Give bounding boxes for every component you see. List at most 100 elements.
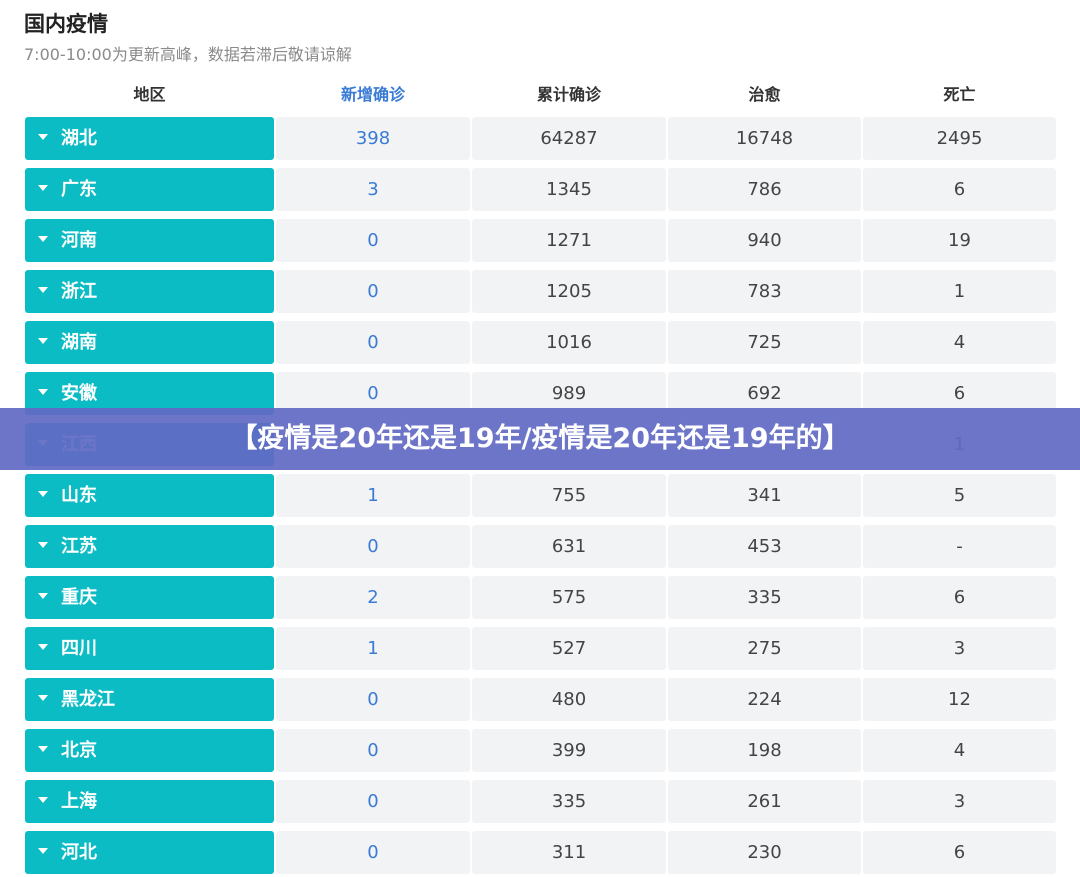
table-row: 河北 0 311 230 6 (25, 831, 1056, 874)
cell-dead: 6 (863, 372, 1056, 415)
cell-cured: 786 (668, 168, 861, 211)
caret-down-icon (38, 848, 48, 854)
region-expand-button[interactable]: 湖北 (25, 117, 274, 160)
region-expand-button[interactable]: 河北 (25, 831, 274, 874)
column-header-cured[interactable]: 治愈 (748, 85, 781, 104)
cell-cured: 198 (668, 729, 861, 772)
cell-cured: 725 (668, 321, 861, 364)
cell-new-confirmed: 0 (276, 729, 470, 772)
region-expand-button[interactable]: 重庆 (25, 576, 274, 619)
region-expand-button[interactable]: 四川 (25, 627, 274, 670)
cell-new-confirmed: 398 (276, 117, 470, 160)
column-header-confirmed[interactable]: 累计确诊 (536, 85, 601, 104)
cell-confirmed: 480 (472, 678, 666, 721)
cell-cured: 275 (668, 627, 861, 670)
caret-down-icon (38, 134, 48, 140)
region-expand-button[interactable]: 广东 (25, 168, 274, 211)
cell-dead: 4 (863, 321, 1056, 364)
cell-cured: 16748 (668, 117, 861, 160)
region-name: 重庆 (61, 587, 97, 608)
caret-down-icon (38, 287, 48, 293)
region-expand-button[interactable]: 北京 (25, 729, 274, 772)
cell-dead: 3 (863, 627, 1056, 670)
caret-down-icon (38, 491, 48, 497)
cell-dead: 4 (863, 729, 1056, 772)
cell-dead: 3 (863, 780, 1056, 823)
cell-new-confirmed: 0 (276, 321, 470, 364)
table-row: 北京 0 399 198 4 (25, 729, 1056, 772)
cell-new-confirmed: 2 (276, 576, 470, 619)
caret-down-icon (38, 695, 48, 701)
cell-cured: 453 (668, 525, 861, 568)
cell-confirmed: 1345 (472, 168, 666, 211)
cell-new-confirmed: 0 (276, 525, 470, 568)
cell-dead: 19 (863, 219, 1056, 262)
table-row: 湖南 0 1016 725 4 (25, 321, 1056, 364)
cell-dead: 2495 (863, 117, 1056, 160)
caret-down-icon (38, 593, 48, 599)
cell-confirmed: 64287 (472, 117, 666, 160)
table-row: 上海 0 335 261 3 (25, 780, 1056, 823)
cell-cured: 692 (668, 372, 861, 415)
region-expand-button[interactable]: 上海 (25, 780, 274, 823)
region-name: 湖南 (61, 332, 97, 353)
region-expand-button[interactable]: 黑龙江 (25, 678, 274, 721)
region-expand-button[interactable]: 浙江 (25, 270, 274, 313)
table-row: 广东 3 1345 786 6 (25, 168, 1056, 211)
region-expand-button[interactable]: 湖南 (25, 321, 274, 364)
region-expand-button[interactable]: 河南 (25, 219, 274, 262)
table-row: 湖北 398 64287 16748 2495 (25, 117, 1056, 160)
cell-confirmed: 989 (472, 372, 666, 415)
table-row: 河南 0 1271 940 19 (25, 219, 1056, 262)
cell-new-confirmed: 0 (276, 831, 470, 874)
cell-confirmed: 1016 (472, 321, 666, 364)
column-header-new-confirmed[interactable]: 新增确诊 (340, 85, 405, 104)
caret-down-icon (38, 797, 48, 803)
cell-new-confirmed: 0 (276, 219, 470, 262)
page-subtitle: 7:00-10:00为更新高峰，数据若滞后敬请谅解 (24, 45, 352, 64)
column-header-dead[interactable]: 死亡 (943, 85, 976, 104)
cell-dead: 6 (863, 831, 1056, 874)
cell-cured: 261 (668, 780, 861, 823)
cell-dead: 6 (863, 576, 1056, 619)
cell-new-confirmed: 0 (276, 780, 470, 823)
cell-cured: 940 (668, 219, 861, 262)
cell-cured: 341 (668, 474, 861, 517)
page-title: 国内疫情 (24, 12, 108, 36)
title-banner: 【疫情是20年还是19年/疫情是20年还是19年的】 (0, 408, 1080, 470)
table-row: 黑龙江 0 480 224 12 (25, 678, 1056, 721)
cell-confirmed: 335 (472, 780, 666, 823)
cell-dead: 1 (863, 270, 1056, 313)
cell-dead: 6 (863, 168, 1056, 211)
column-header-region: 地区 (133, 85, 166, 104)
cell-confirmed: 755 (472, 474, 666, 517)
cell-new-confirmed: 1 (276, 474, 470, 517)
region-expand-button[interactable]: 江苏 (25, 525, 274, 568)
table-row: 安徽 0 989 692 6 (25, 372, 1056, 415)
region-name: 四川 (61, 638, 97, 659)
region-expand-button[interactable]: 安徽 (25, 372, 274, 415)
region-name: 山东 (61, 485, 97, 506)
caret-down-icon (38, 185, 48, 191)
region-name: 浙江 (61, 281, 97, 302)
caret-down-icon (38, 644, 48, 650)
region-name: 江苏 (61, 536, 97, 557)
region-expand-button[interactable]: 山东 (25, 474, 274, 517)
cell-cured: 224 (668, 678, 861, 721)
cell-cured: 783 (668, 270, 861, 313)
cell-confirmed: 399 (472, 729, 666, 772)
cell-new-confirmed: 3 (276, 168, 470, 211)
region-name: 河南 (61, 230, 97, 251)
table-row: 浙江 0 1205 783 1 (25, 270, 1056, 313)
cell-new-confirmed: 0 (276, 372, 470, 415)
table-row: 重庆 2 575 335 6 (25, 576, 1056, 619)
region-name: 湖北 (61, 128, 97, 149)
cell-confirmed: 1271 (472, 219, 666, 262)
table-row: 山东 1 755 341 5 (25, 474, 1056, 517)
cell-new-confirmed: 0 (276, 270, 470, 313)
cell-confirmed: 1205 (472, 270, 666, 313)
cell-dead: 5 (863, 474, 1056, 517)
region-name: 河北 (61, 842, 97, 863)
cell-new-confirmed: 0 (276, 678, 470, 721)
region-name: 北京 (61, 740, 97, 761)
